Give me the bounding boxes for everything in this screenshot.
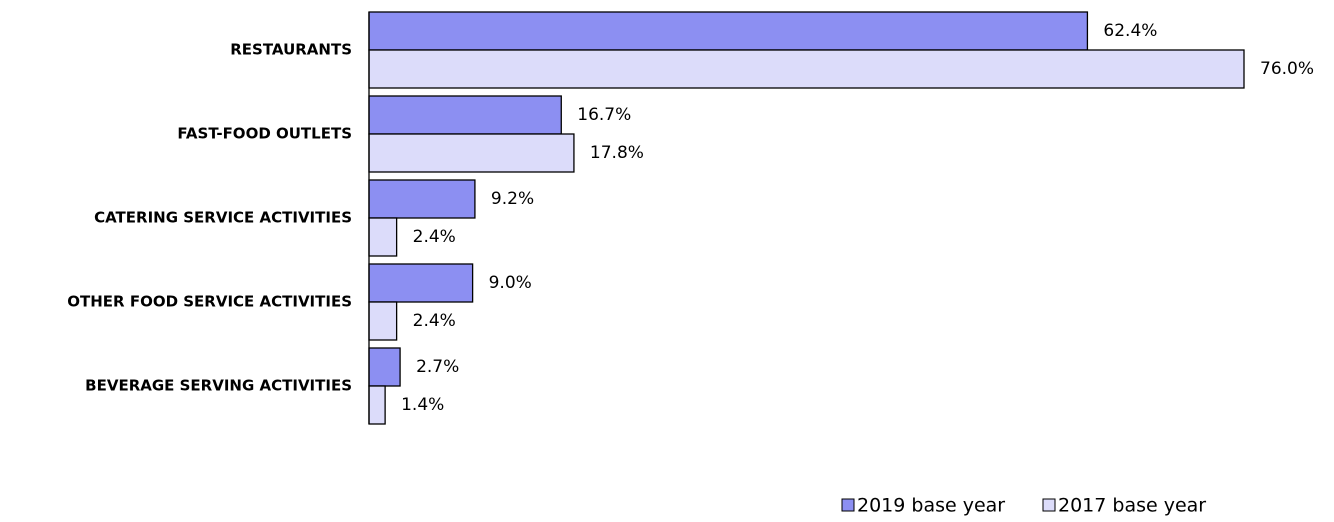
- category-label: CATERING SERVICE ACTIVITIES: [94, 209, 352, 227]
- value-label: 2.4%: [413, 311, 456, 331]
- value-label: 76.0%: [1260, 59, 1314, 79]
- value-label: 2.4%: [413, 227, 456, 247]
- category-label: RESTAURANTS: [230, 41, 352, 59]
- bar: [368, 263, 474, 303]
- value-label: 17.8%: [590, 143, 644, 163]
- legend-swatch: [1042, 498, 1056, 512]
- bar: [368, 217, 398, 257]
- value-label: 9.0%: [489, 273, 532, 293]
- category-label: BEVERAGE SERVING ACTIVITIES: [85, 377, 352, 395]
- bar: [368, 347, 401, 387]
- legend-swatch: [841, 498, 855, 512]
- bar: [368, 385, 386, 425]
- bar: [368, 95, 562, 135]
- bar: [368, 179, 476, 219]
- value-label: 1.4%: [401, 395, 444, 415]
- category-label: OTHER FOOD SERVICE ACTIVITIES: [67, 293, 352, 311]
- value-label: 2.7%: [416, 357, 459, 377]
- bar: [368, 301, 398, 341]
- legend-label: 2019 base year: [857, 495, 1005, 517]
- legend-label: 2017 base year: [1058, 495, 1206, 517]
- bar: [368, 11, 1089, 51]
- value-label: 62.4%: [1103, 21, 1157, 41]
- bar: [368, 49, 1245, 89]
- value-label: 9.2%: [491, 189, 534, 209]
- value-label: 16.7%: [577, 105, 631, 125]
- category-label: FAST-FOOD OUTLETS: [177, 125, 352, 143]
- bar: [368, 133, 575, 173]
